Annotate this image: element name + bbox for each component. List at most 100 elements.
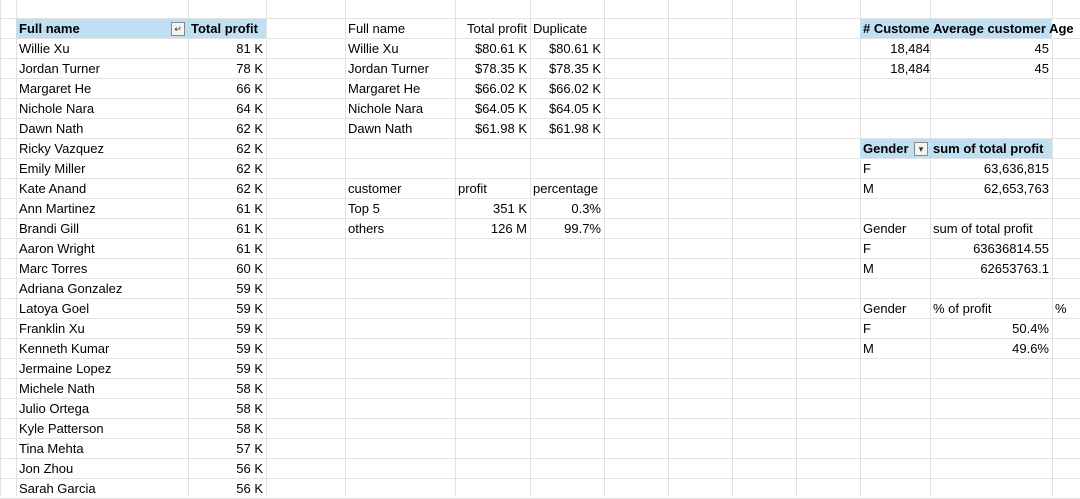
raw-gender-cell[interactable]: M <box>863 261 874 276</box>
customer-name-cell[interactable]: Julio Ortega <box>19 401 90 416</box>
top5-name-cell[interactable]: Margaret He <box>348 81 421 96</box>
customer-name-cell[interactable]: Sarah Garcia <box>19 481 96 496</box>
raw-header-sum[interactable]: sum of total profit <box>933 221 1033 236</box>
customer-profit-cell[interactable]: 61 K <box>236 241 263 256</box>
customer-name-cell[interactable]: Margaret He <box>19 81 92 96</box>
customer-profit-cell[interactable]: 62 K <box>236 121 263 136</box>
customer-name-cell[interactable]: Tina Mehta <box>19 441 84 456</box>
summary-count-cell[interactable]: 18,484 <box>890 61 930 76</box>
summary-average-age-cell[interactable]: 45 <box>1034 41 1049 56</box>
pct-value-cell[interactable]: 49.6% <box>1012 341 1049 356</box>
customer-name-cell[interactable]: Franklin Xu <box>19 321 85 336</box>
customer-profit-cell[interactable]: 59 K <box>236 341 263 356</box>
customer-name-cell[interactable]: Jermaine Lopez <box>19 361 112 376</box>
top5-duplicate-cell[interactable]: $78.35 K <box>548 61 601 76</box>
customer-name-cell[interactable]: Kate Anand <box>19 181 87 196</box>
header-total-profit[interactable]: Total profit <box>188 19 266 38</box>
customer-profit-cell[interactable]: 60 K <box>236 261 263 276</box>
top5-header-duplicate[interactable]: Duplicate <box>533 21 588 36</box>
summary-header-count[interactable]: # Custome <box>860 19 930 38</box>
pct-gender-cell[interactable]: F <box>863 321 871 336</box>
customer-profit-cell[interactable]: 62 K <box>236 181 263 196</box>
customer-name-cell[interactable]: Nichole Nara <box>19 101 95 116</box>
top5-header-name[interactable]: Full name <box>348 21 406 36</box>
top5-profit-cell[interactable]: $61.98 K <box>474 121 527 136</box>
customer-name-cell[interactable]: Adriana Gonzalez <box>19 281 123 296</box>
customer-name-cell[interactable]: Michele Nath <box>19 381 95 396</box>
customer-profit-cell[interactable]: 56 K <box>236 481 263 496</box>
sort-descending-filter-icon[interactable]: ↵ <box>171 22 185 36</box>
customer-profit-cell[interactable]: 59 K <box>236 361 263 376</box>
pct-header-percent[interactable]: % of profit <box>933 301 992 316</box>
pct-extra-cell[interactable]: % <box>1055 301 1067 316</box>
customer-profit-cell[interactable]: 58 K <box>236 401 263 416</box>
summary-header-average-age[interactable]: Average customer Age <box>930 19 1080 38</box>
raw-sum-cell[interactable]: 62653763.1 <box>980 261 1049 276</box>
share-customer-cell[interactable]: Top 5 <box>348 201 380 216</box>
customer-name-cell[interactable]: Jon Zhou <box>19 461 74 476</box>
customer-profit-cell[interactable]: 56 K <box>236 461 263 476</box>
customer-name-cell[interactable]: Brandi Gill <box>19 221 79 236</box>
raw-gender-cell[interactable]: F <box>863 241 871 256</box>
pct-header-gender[interactable]: Gender <box>863 301 907 316</box>
customer-profit-cell[interactable]: 81 K <box>236 41 263 56</box>
customer-profit-cell[interactable]: 57 K <box>236 441 263 456</box>
pct-value-cell[interactable]: 50.4% <box>1012 321 1049 336</box>
share-profit-cell[interactable]: 126 M <box>490 221 527 236</box>
raw-sum-cell[interactable]: 63636814.55 <box>973 241 1049 256</box>
customer-profit-cell[interactable]: 78 K <box>236 61 263 76</box>
pivot-header-sum[interactable]: sum of total profit <box>930 139 1052 158</box>
customer-name-cell[interactable]: Ann Martinez <box>19 201 96 216</box>
share-header-customer[interactable]: customer <box>348 181 402 196</box>
pivot-header-gender[interactable]: Gender <box>860 139 930 158</box>
top5-profit-cell[interactable]: $66.02 K <box>474 81 527 96</box>
top5-profit-cell[interactable]: $78.35 K <box>474 61 527 76</box>
customer-profit-cell[interactable]: 59 K <box>236 301 263 316</box>
top5-name-cell[interactable]: Dawn Nath <box>348 121 413 136</box>
customer-name-cell[interactable]: Ricky Vazquez <box>19 141 105 156</box>
pivot-gender-cell[interactable]: F <box>863 161 871 176</box>
share-profit-cell[interactable]: 351 K <box>493 201 527 216</box>
top5-name-cell[interactable]: Nichole Nara <box>348 101 424 116</box>
summary-average-age-cell[interactable]: 45 <box>1034 61 1049 76</box>
customer-name-cell[interactable]: Dawn Nath <box>19 121 84 136</box>
customer-profit-cell[interactable]: 59 K <box>236 321 263 336</box>
dropdown-filter-icon[interactable]: ▾ <box>914 142 928 156</box>
share-header-profit[interactable]: profit <box>458 181 487 196</box>
pivot-gender-cell[interactable]: M <box>863 181 874 196</box>
share-customer-cell[interactable]: others <box>348 221 385 236</box>
customer-name-cell[interactable]: Kenneth Kumar <box>19 341 110 356</box>
customer-profit-cell[interactable]: 61 K <box>236 221 263 236</box>
top5-name-cell[interactable]: Jordan Turner <box>348 61 429 76</box>
pivot-sum-cell[interactable]: 63,636,815 <box>983 161 1049 176</box>
customer-name-cell[interactable]: Marc Torres <box>19 261 88 276</box>
customer-name-cell[interactable]: Willie Xu <box>19 41 70 56</box>
customer-profit-cell[interactable]: 59 K <box>236 281 263 296</box>
top5-duplicate-cell[interactable]: $61.98 K <box>548 121 601 136</box>
customer-profit-cell[interactable]: 61 K <box>236 201 263 216</box>
top5-profit-cell[interactable]: $64.05 K <box>474 101 527 116</box>
header-full-name[interactable]: Full name <box>16 19 188 38</box>
share-percentage-cell[interactable]: 99.7% <box>564 221 601 236</box>
share-header-percentage[interactable]: percentage <box>533 181 599 196</box>
customer-name-cell[interactable]: Kyle Patterson <box>19 421 104 436</box>
customer-profit-cell[interactable]: 62 K <box>236 161 263 176</box>
summary-count-cell[interactable]: 18,484 <box>890 41 930 56</box>
pivot-sum-cell[interactable]: 62,653,763 <box>983 181 1049 196</box>
customer-name-cell[interactable]: Latoya Goel <box>19 301 90 316</box>
customer-profit-cell[interactable]: 58 K <box>236 381 263 396</box>
top5-duplicate-cell[interactable]: $64.05 K <box>548 101 601 116</box>
top5-profit-cell[interactable]: $80.61 K <box>474 41 527 56</box>
top5-duplicate-cell[interactable]: $66.02 K <box>548 81 601 96</box>
customer-name-cell[interactable]: Aaron Wright <box>19 241 95 256</box>
customer-profit-cell[interactable]: 62 K <box>236 141 263 156</box>
pct-gender-cell[interactable]: M <box>863 341 874 356</box>
top5-duplicate-cell[interactable]: $80.61 K <box>548 41 601 56</box>
share-percentage-cell[interactable]: 0.3% <box>571 201 601 216</box>
customer-name-cell[interactable]: Emily Miller <box>19 161 86 176</box>
top5-name-cell[interactable]: Willie Xu <box>348 41 399 56</box>
customer-name-cell[interactable]: Jordan Turner <box>19 61 100 76</box>
top5-header-profit[interactable]: Total profit <box>467 21 527 36</box>
raw-header-gender[interactable]: Gender <box>863 221 907 236</box>
customer-profit-cell[interactable]: 66 K <box>236 81 263 96</box>
